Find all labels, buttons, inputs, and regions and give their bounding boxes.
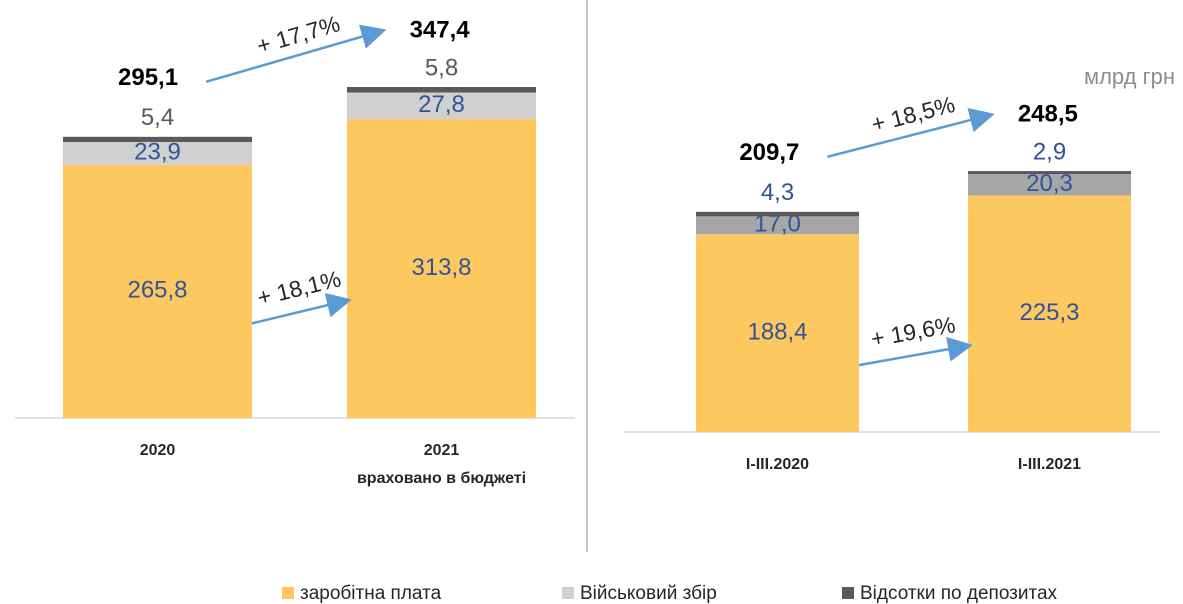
x-tick-label: I-III.2021 — [1018, 456, 1081, 473]
value-label: 27,8 — [418, 91, 465, 118]
bar-segment — [347, 87, 536, 93]
value-label: 265,8 — [127, 277, 187, 304]
value-label: 5,4 — [141, 104, 174, 131]
unit-label: млрд грн — [1084, 64, 1175, 89]
total-label: 347,4 — [410, 16, 471, 43]
value-label: 313,8 — [411, 254, 471, 281]
value-label: 20,3 — [1026, 170, 1073, 197]
bar-segment — [347, 119, 536, 418]
legend-swatch — [842, 587, 854, 599]
total-label: 209,7 — [739, 139, 799, 166]
growth-arrow — [205, 24, 387, 84]
bar-segment — [968, 174, 1131, 196]
x-sublabel: враховано в бюджеті — [357, 470, 526, 487]
bar-segment — [63, 141, 252, 165]
x-tick-label: I-III.2020 — [746, 456, 809, 473]
value-label: 23,9 — [134, 139, 181, 166]
x-tick-label: 2020 — [140, 442, 176, 459]
bar-segment — [696, 211, 859, 217]
growth-label: + 17,7% — [254, 10, 343, 59]
growth-label: + 19,6% — [869, 311, 957, 351]
value-label: 188,4 — [747, 318, 807, 345]
value-label: 225,3 — [1019, 299, 1079, 326]
total-label: 248,5 — [1018, 100, 1078, 127]
legend-swatch — [562, 587, 574, 599]
growth-arrow — [251, 293, 352, 325]
bar-segment — [968, 195, 1131, 432]
bar-segment — [63, 136, 252, 142]
value-label: 2,9 — [1033, 138, 1066, 165]
growth-arrow — [858, 336, 973, 367]
bar-segment — [696, 216, 859, 235]
legend-label: Військовий збір — [580, 583, 717, 604]
growth-label: + 18,5% — [869, 91, 958, 137]
growth-arrow — [827, 107, 995, 159]
total-label: 295,1 — [118, 64, 178, 91]
value-label: 5,8 — [425, 54, 458, 81]
bar-segment — [968, 171, 1131, 175]
legend-label: Відсотки по депозитах — [860, 583, 1058, 604]
bar-segment — [347, 92, 536, 120]
legend-swatch — [282, 587, 294, 599]
bar-segment — [63, 164, 252, 418]
value-label: 4,3 — [761, 179, 794, 206]
x-tick-label: 2021 — [424, 442, 460, 459]
bar-segment — [696, 234, 859, 432]
legend-label: заробітна плата — [300, 583, 442, 604]
